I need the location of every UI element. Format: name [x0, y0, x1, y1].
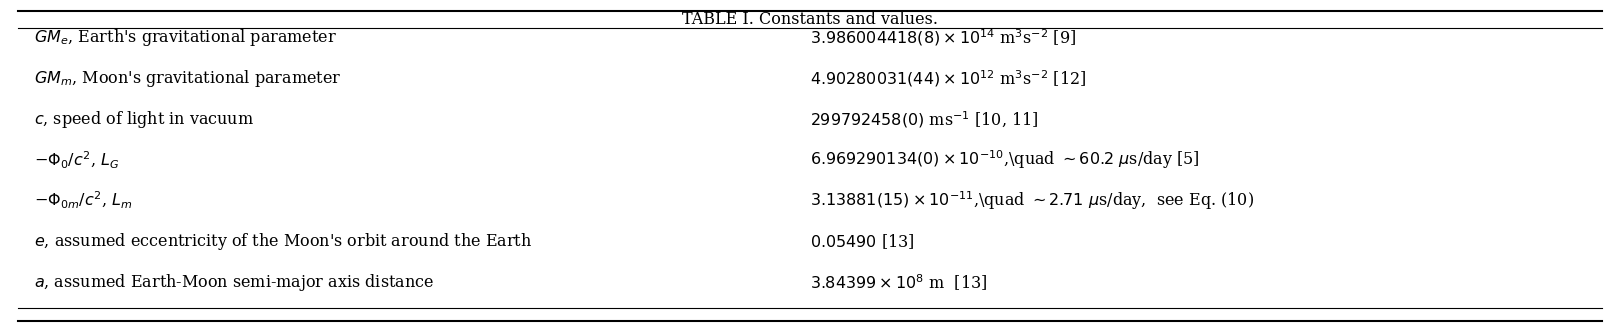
Text: $6.969290134(0) \times 10^{-10}$,\quad $\sim 60.2$ $\mu$s/day [5]: $6.969290134(0) \times 10^{-10}$,\quad $… — [810, 149, 1200, 171]
Text: $c$, speed of light in vacuum: $c$, speed of light in vacuum — [34, 109, 254, 130]
Text: $-\Phi_0/c^2$, $L_G$: $-\Phi_0/c^2$, $L_G$ — [34, 149, 120, 171]
Text: $-\Phi_{0m}/c^2$, $L_m$: $-\Phi_{0m}/c^2$, $L_m$ — [34, 190, 133, 211]
Text: $3.84399 \times 10^{8}$ m  [13]: $3.84399 \times 10^{8}$ m [13] — [810, 272, 988, 293]
Text: TABLE I. Constants and values.: TABLE I. Constants and values. — [682, 11, 938, 28]
Text: $e$, assumed eccentricity of the Moon's orbit around the Earth: $e$, assumed eccentricity of the Moon's … — [34, 231, 531, 252]
Text: $3.13881(15) \times 10^{-11}$,\quad $\sim 2.71$ $\mu$s/day,  see Eq. (10): $3.13881(15) \times 10^{-11}$,\quad $\si… — [810, 190, 1254, 212]
Text: $3.986004418(8) \times 10^{14}$ m$^3$s$^{-2}$ [9]: $3.986004418(8) \times 10^{14}$ m$^3$s$^… — [810, 27, 1076, 48]
Text: $GM_e$, Earth's gravitational parameter: $GM_e$, Earth's gravitational parameter — [34, 27, 337, 48]
Text: $a$, assumed Earth-Moon semi-major axis distance: $a$, assumed Earth-Moon semi-major axis … — [34, 272, 434, 293]
Text: $299792458(0)$ ms$^{-1}$ [10, 11]: $299792458(0)$ ms$^{-1}$ [10, 11] — [810, 109, 1038, 129]
Text: $0.05490$ [13]: $0.05490$ [13] — [810, 232, 915, 251]
Text: $4.90280031(44) \times 10^{12}$ m$^3$s$^{-2}$ [12]: $4.90280031(44) \times 10^{12}$ m$^3$s$^… — [810, 68, 1087, 89]
Text: $GM_m$, Moon's gravitational parameter: $GM_m$, Moon's gravitational parameter — [34, 68, 342, 89]
